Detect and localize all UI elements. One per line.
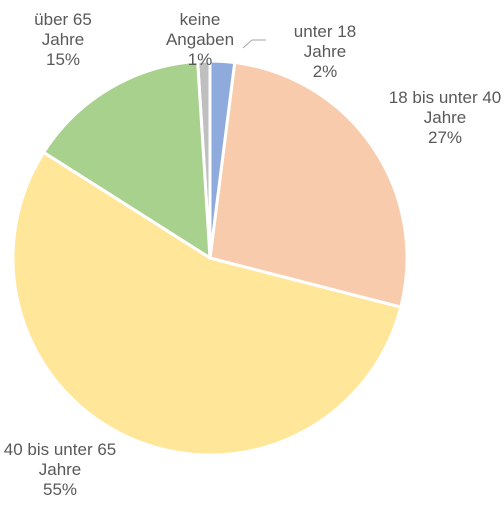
category-name: 40 bis unter 65 Jahre xyxy=(3,440,117,479)
value-label: 1% xyxy=(187,50,213,69)
category-name: keine Angaben xyxy=(165,10,235,49)
value-label: 55% xyxy=(42,480,78,499)
slice-label: unter 18 Jahre 2% xyxy=(280,22,370,82)
leader-line xyxy=(242,39,253,49)
slice-label: keine Angaben 1% xyxy=(153,10,248,70)
slice-label: 18 bis unter 40 Jahre 27% xyxy=(385,88,504,148)
pie-slice xyxy=(208,59,237,259)
value-label: 15% xyxy=(45,50,81,69)
category-name: 18 bis unter 40 Jahre xyxy=(388,88,502,127)
value-label: 2% xyxy=(312,62,338,81)
pie-slice xyxy=(11,150,403,457)
category-name: über 65 Jahre xyxy=(34,10,92,49)
slice-label: über 65 Jahre 15% xyxy=(18,10,108,70)
category-name: unter 18 Jahre xyxy=(293,22,357,61)
pie-slice xyxy=(208,60,409,309)
slice-label: 40 bis unter 65 Jahre 55% xyxy=(0,440,120,500)
value-label: 27% xyxy=(427,128,463,147)
pie-slice xyxy=(41,59,212,261)
